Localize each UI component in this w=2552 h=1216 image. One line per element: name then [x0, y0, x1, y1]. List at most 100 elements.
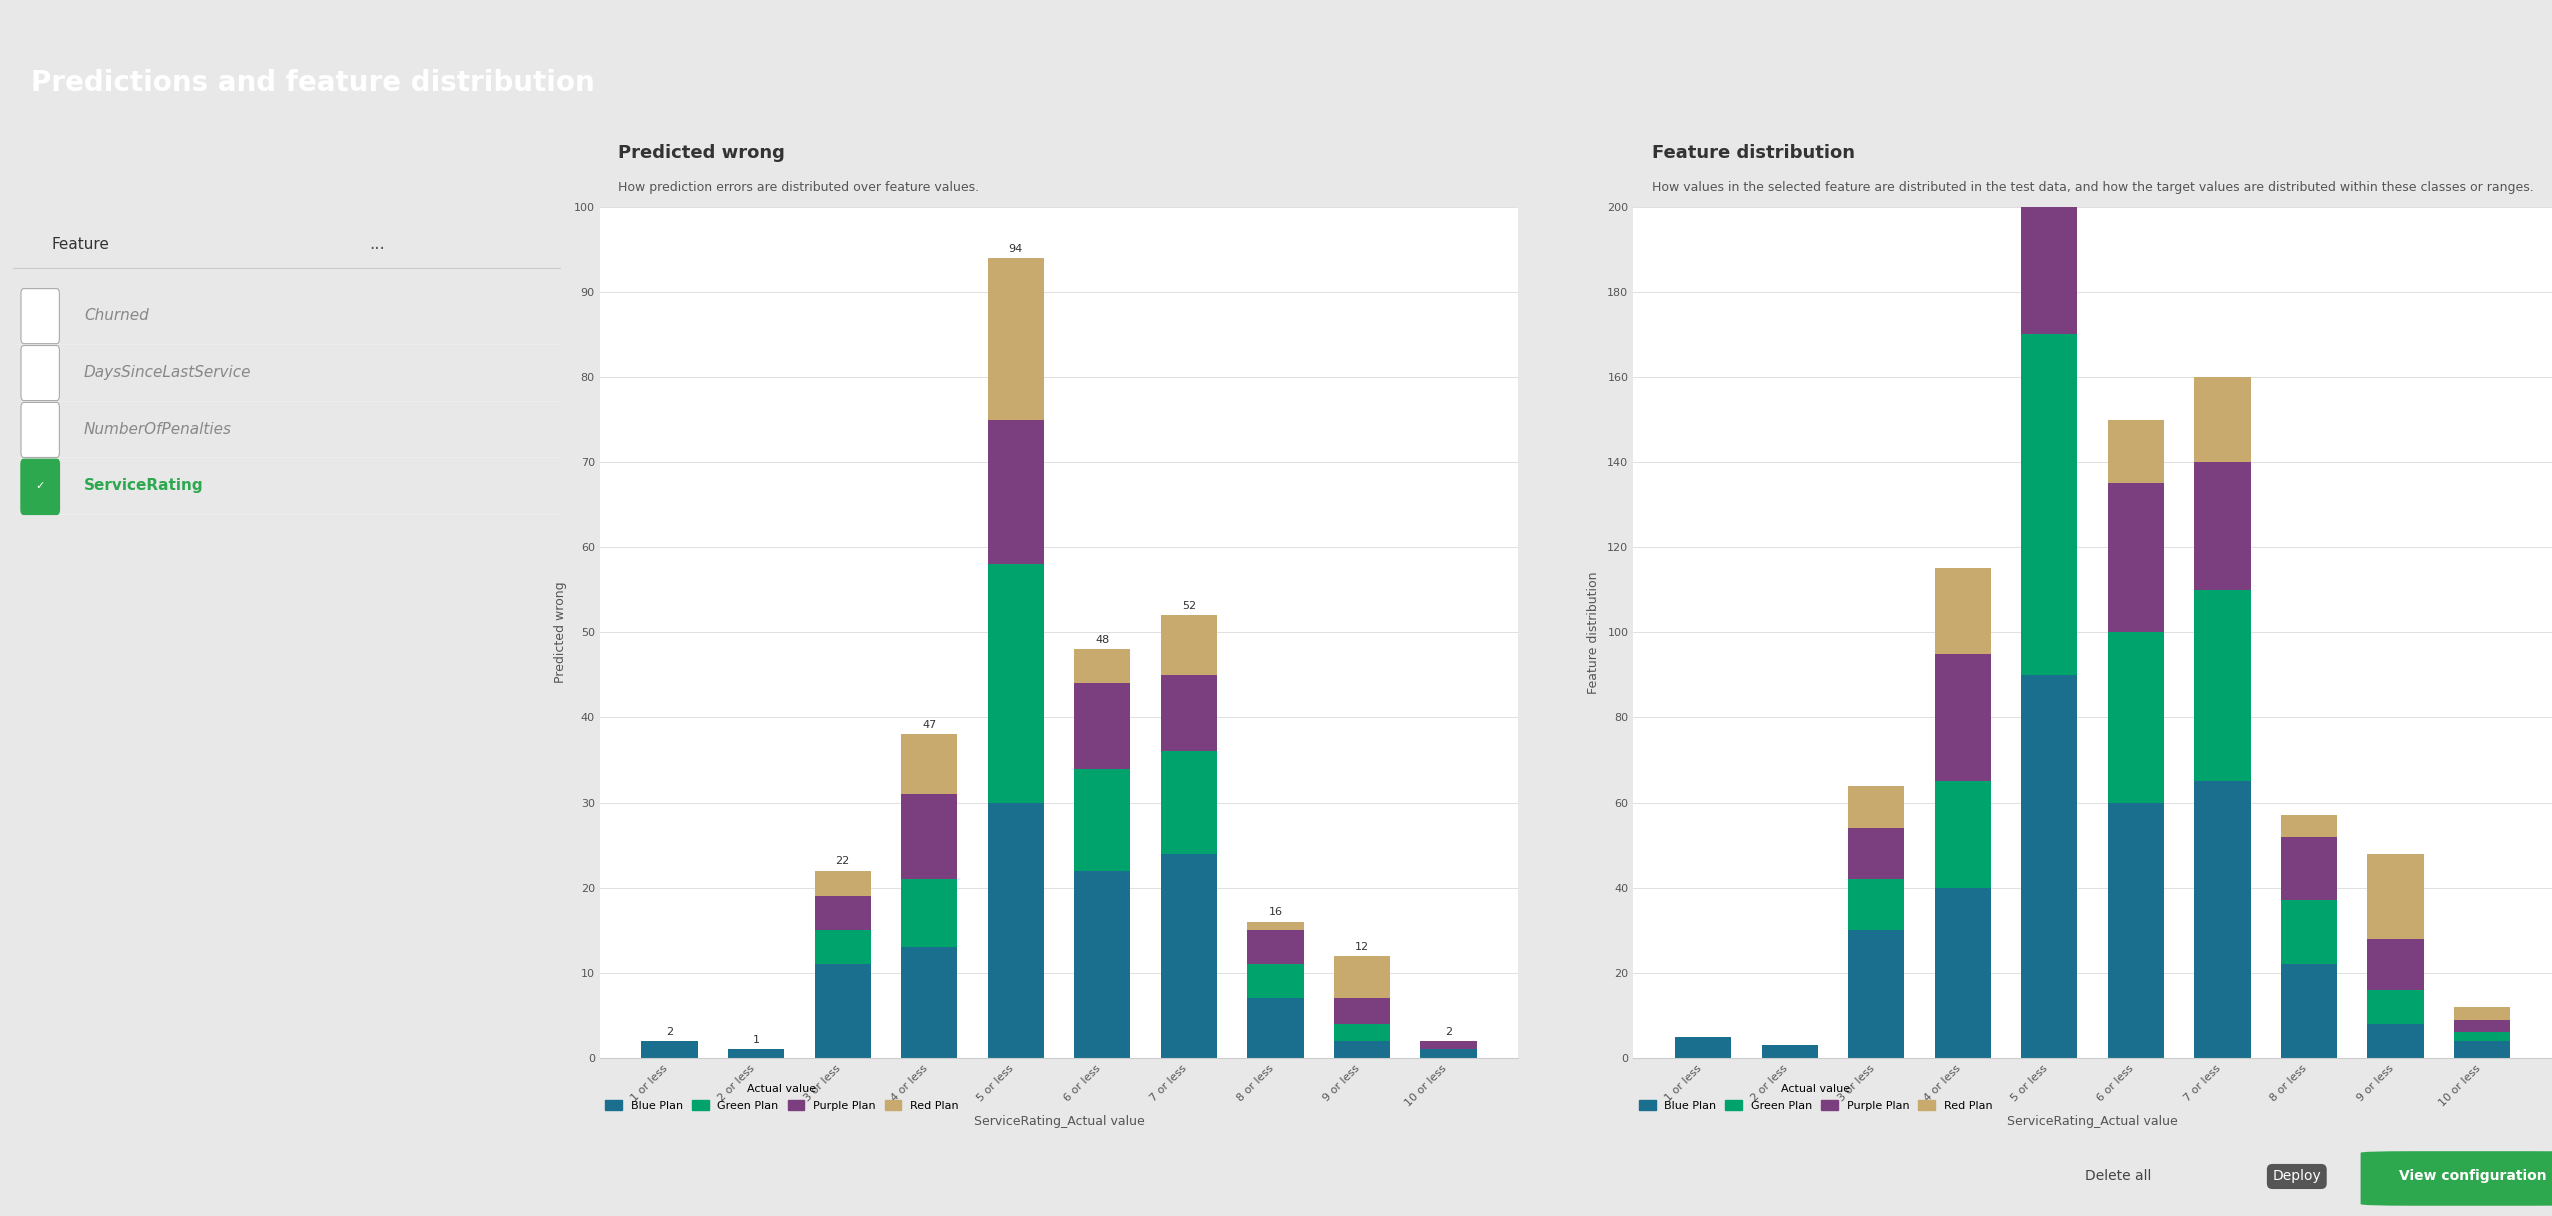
Bar: [1074, 649, 1131, 683]
Bar: [2455, 1007, 2511, 1019]
FancyBboxPatch shape: [20, 402, 59, 457]
Bar: [1161, 675, 1217, 751]
Bar: [1421, 1049, 1478, 1058]
Bar: [2195, 377, 2251, 462]
Bar: [2455, 1041, 2511, 1058]
Legend: Blue Plan, Green Plan, Purple Plan, Red Plan: Blue Plan, Green Plan, Purple Plan, Red …: [1638, 1085, 1993, 1110]
Bar: [1335, 956, 1391, 998]
Bar: [2108, 420, 2164, 484]
Bar: [1674, 1036, 1730, 1058]
Bar: [2195, 782, 2251, 1058]
Text: ✓: ✓: [36, 480, 46, 491]
Text: 47: 47: [921, 720, 937, 730]
Text: 94: 94: [1008, 243, 1023, 254]
Bar: [814, 930, 870, 964]
Bar: [988, 803, 1044, 1058]
Text: Deploy: Deploy: [2271, 1170, 2322, 1183]
Bar: [2281, 837, 2338, 900]
Bar: [2195, 462, 2251, 590]
Bar: [901, 734, 957, 794]
Bar: [1934, 888, 1991, 1058]
FancyBboxPatch shape: [20, 288, 59, 344]
FancyBboxPatch shape: [20, 460, 59, 514]
Bar: [901, 947, 957, 1058]
Bar: [1161, 854, 1217, 1058]
Bar: [2368, 854, 2424, 939]
Bar: [1074, 769, 1131, 871]
Bar: [988, 564, 1044, 803]
Bar: [1934, 782, 1991, 888]
Bar: [2368, 1024, 2424, 1058]
Bar: [2021, 334, 2077, 675]
Bar: [1248, 922, 1304, 930]
Bar: [2281, 900, 2338, 964]
Bar: [1335, 1024, 1391, 1041]
Bar: [1074, 871, 1131, 1058]
Text: 1: 1: [753, 1035, 760, 1045]
Bar: [2195, 590, 2251, 782]
Bar: [901, 794, 957, 879]
Bar: [1934, 654, 1991, 782]
Text: How values in the selected feature are distributed in the test data, and how the: How values in the selected feature are d…: [1651, 181, 2534, 195]
Bar: [2368, 990, 2424, 1024]
Text: ...: ...: [370, 235, 385, 253]
Text: 2: 2: [666, 1026, 674, 1036]
Bar: [1161, 751, 1217, 854]
Bar: [814, 871, 870, 896]
Bar: [814, 964, 870, 1058]
Bar: [2021, 101, 2077, 334]
Bar: [1161, 615, 1217, 675]
FancyBboxPatch shape: [2361, 1152, 2552, 1206]
Y-axis label: Predicted wrong: Predicted wrong: [554, 581, 567, 683]
Bar: [1848, 879, 1904, 930]
Y-axis label: Feature distribution: Feature distribution: [1587, 572, 1600, 693]
Text: Predictions and feature distribution: Predictions and feature distribution: [31, 69, 595, 97]
Text: Churned: Churned: [84, 308, 148, 322]
Bar: [2368, 939, 2424, 990]
Text: How prediction errors are distributed over feature values.: How prediction errors are distributed ov…: [618, 181, 980, 195]
Bar: [2021, 0, 2077, 101]
Bar: [2108, 484, 2164, 632]
Text: View configuration: View configuration: [2399, 1170, 2547, 1183]
Bar: [727, 1049, 783, 1058]
Bar: [1421, 1041, 1478, 1049]
Bar: [1248, 930, 1304, 964]
Bar: [2455, 1019, 2511, 1032]
Bar: [2108, 803, 2164, 1058]
Bar: [2281, 816, 2338, 837]
Bar: [1248, 964, 1304, 998]
Bar: [901, 879, 957, 947]
Text: 48: 48: [1095, 635, 1110, 646]
Bar: [1248, 998, 1304, 1058]
Bar: [2021, 675, 2077, 1058]
Bar: [1848, 828, 1904, 879]
Bar: [1761, 1045, 1817, 1058]
Text: Feature: Feature: [51, 237, 110, 252]
Bar: [1934, 569, 1991, 654]
Text: Feature distribution: Feature distribution: [1651, 145, 1855, 163]
Bar: [1848, 786, 1904, 828]
Text: 16: 16: [1268, 907, 1284, 917]
FancyBboxPatch shape: [20, 345, 59, 400]
Bar: [988, 258, 1044, 420]
Bar: [641, 1041, 697, 1058]
Text: DaysSinceLastService: DaysSinceLastService: [84, 365, 253, 379]
Text: NumberOfPenalties: NumberOfPenalties: [84, 422, 232, 437]
X-axis label: ServiceRating_Actual value: ServiceRating_Actual value: [975, 1115, 1143, 1128]
Legend: Blue Plan, Green Plan, Purple Plan, Red Plan: Blue Plan, Green Plan, Purple Plan, Red …: [605, 1085, 960, 1110]
Bar: [814, 896, 870, 930]
Text: Predicted wrong: Predicted wrong: [618, 145, 786, 163]
Text: 52: 52: [1182, 601, 1197, 612]
Text: 22: 22: [835, 856, 850, 866]
Bar: [2281, 964, 2338, 1058]
Bar: [2108, 632, 2164, 803]
Bar: [988, 420, 1044, 564]
X-axis label: ServiceRating_Actual value: ServiceRating_Actual value: [2008, 1115, 2177, 1128]
Bar: [1848, 930, 1904, 1058]
Bar: [1335, 1041, 1391, 1058]
Bar: [2455, 1032, 2511, 1041]
Text: 12: 12: [1355, 941, 1368, 951]
Bar: [1074, 683, 1131, 769]
Text: ServiceRating: ServiceRating: [84, 478, 204, 494]
Text: 2: 2: [1444, 1026, 1452, 1036]
